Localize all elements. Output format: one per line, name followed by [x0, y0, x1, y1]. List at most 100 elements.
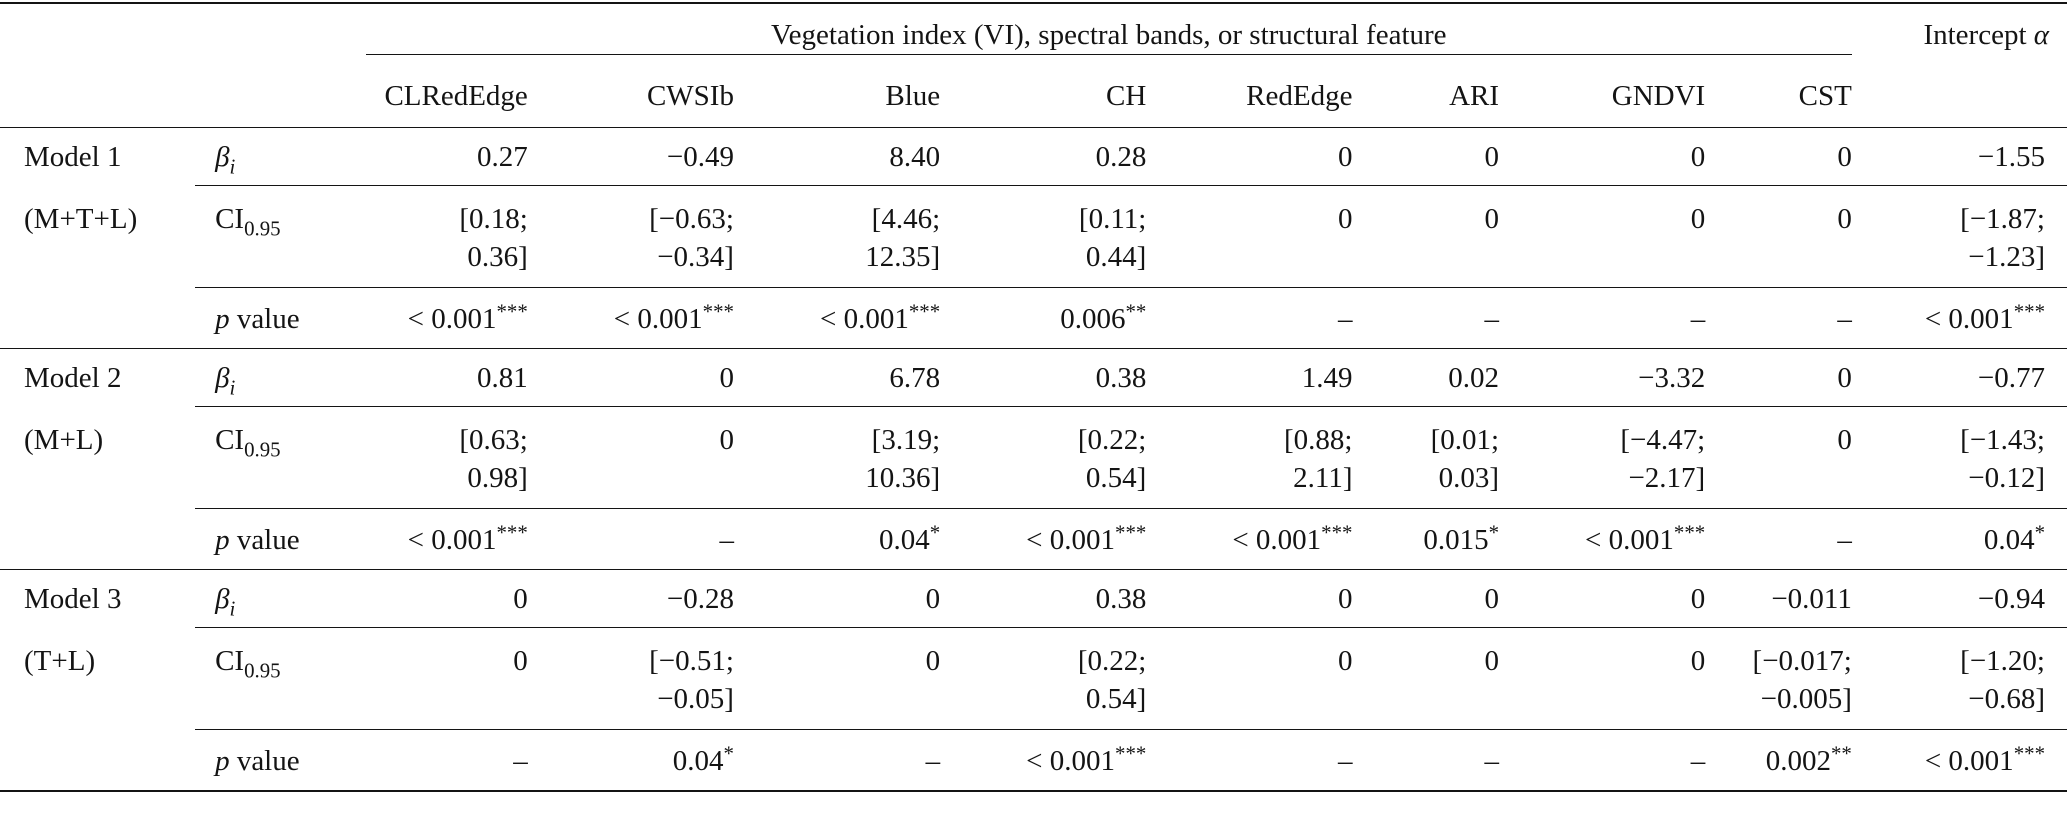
beta-value: 0 [1521, 569, 1728, 628]
beta-value: 0 [1374, 569, 1522, 628]
column-header-cwsib: CWSIb [646, 80, 734, 112]
significance-stars: ** [1830, 741, 1852, 766]
ci-line: [−4.47; [1620, 424, 1706, 456]
p-value: – [1521, 729, 1728, 792]
column-header-gndvi: GNDVI [1611, 80, 1706, 112]
p-value-row: p value < 0.001*** –0.04* < 0.001*** < 0.001… [0, 508, 2067, 570]
significance-stars: *** [2013, 299, 2045, 324]
beta-value: 0 [1727, 127, 1874, 186]
p-value-number: – [925, 745, 941, 777]
beta-value: 6.78 [755, 348, 963, 407]
beta-value: 8.40 [755, 127, 963, 186]
ci-value: 0 [549, 406, 756, 509]
beta-value: 0.02 [1374, 348, 1522, 407]
model-combination: (M+L) [24, 423, 104, 456]
beta-value: 1.49 [1168, 348, 1375, 407]
beta-value: 0 [549, 348, 756, 407]
beta-value: −0.94 [1873, 569, 2067, 628]
ci-value: 0 [1374, 185, 1522, 288]
significance-stars: *** [496, 520, 528, 545]
ci-line: [3.19; [871, 424, 941, 456]
beta-value: 0 [1168, 569, 1375, 628]
p-value: < 0.001*** [1873, 729, 2067, 792]
p-value-number: < 0.001 [1924, 745, 2014, 777]
ci-label: CI0.95 [195, 627, 344, 730]
ci-value: [−1.87; −1.23] [1873, 185, 2067, 288]
beta-row: Model 1 βi 0.27 −0.49 8.40 0.28 0 0 0 0 −1.55 [0, 127, 2067, 186]
model-name: Model 3 [0, 569, 196, 628]
ci-line: 0.44] [1085, 241, 1147, 273]
ci-line: [−1.87; [1960, 203, 2045, 235]
p-value-number: < 0.001 [1026, 524, 1115, 556]
ci-line: [−0.51; [649, 645, 734, 677]
ci-value: 0 [1727, 185, 1874, 288]
beta-value: −0.49 [549, 127, 756, 186]
ci-line: −0.68] [1968, 683, 2045, 715]
beta-value: 0.81 [343, 348, 550, 407]
significance-stars: *** [908, 299, 941, 324]
ci-line: 0.98] [467, 462, 528, 494]
significance-stars: *** [1673, 520, 1706, 545]
beta-value: −1.55 [1873, 127, 2067, 186]
table-body: Model 1 βi 0.27 −0.49 8.40 0.28 0 0 0 0 −1.55 (M+T+… [0, 127, 2067, 792]
column-header-blue: Blue [885, 80, 941, 112]
p-value: 0.002** [1727, 729, 1874, 792]
p-value-number: – [1837, 524, 1852, 556]
beta-value: 0 [1727, 348, 1874, 407]
significance-stars: *** [1321, 520, 1353, 545]
ci-label: CI0.95 [195, 406, 344, 509]
model-name: Model 2 [0, 348, 196, 407]
column-header-rededge: RedEdge [1246, 80, 1353, 112]
ci-value: [3.19; 10.36] [755, 406, 963, 509]
ci-line: [−0.017; [1752, 645, 1852, 677]
p-value: – [755, 729, 963, 792]
p-value: < 0.001*** [962, 729, 1169, 792]
p-value: < 0.001*** [962, 508, 1169, 570]
ci-line: 0 [1484, 203, 1500, 235]
ci-value: 0 [343, 627, 550, 730]
ci-line: [0.22; [1077, 424, 1147, 456]
p-value: – [1727, 508, 1874, 570]
p-value-number: 0.015 [1423, 524, 1489, 556]
p-value: – [1374, 287, 1522, 349]
ci-value: 0 [1727, 406, 1874, 509]
p-value-number: 0.04 [1983, 524, 2035, 556]
ci-line: 0 [1337, 645, 1353, 677]
significance-stars: ** [1125, 299, 1147, 324]
p-value-number: 0.04 [672, 745, 724, 777]
ci-line: [0.18; [459, 203, 528, 235]
ci-value: 0 [1168, 185, 1375, 288]
significance-stars: *** [1115, 741, 1147, 766]
p-value-number: 0.002 [1765, 745, 1831, 777]
ci-value: [0.01; 0.03] [1374, 406, 1522, 509]
ci-line: 0 [1690, 645, 1706, 677]
ci-value: [−4.47; −2.17] [1521, 406, 1728, 509]
ci-value: [0.22; 0.54] [962, 406, 1169, 509]
p-value: – [1521, 287, 1728, 349]
ci-line: −1.23] [1968, 241, 2045, 273]
ci-line: [−1.20; [1960, 645, 2045, 677]
p-value-label: p value [195, 287, 344, 349]
ci-line: 0 [719, 424, 734, 456]
header-row-columns: CLRedEdge CWSIb Blue CH RedEdge ARI GNDVI CST [0, 61, 2067, 128]
ci-row: (M+T+L) CI0.95 [0.18; 0.36] [−0.63; −0.34] [4.… [0, 185, 2067, 288]
ci-value: [0.11; 0.44] [962, 185, 1169, 288]
p-value: 0.04* [755, 508, 963, 570]
column-header-clrededge: CLRedEdge [384, 80, 528, 112]
ci-value: [0.63; 0.98] [343, 406, 550, 509]
ci-line: [−1.43; [1960, 424, 2045, 456]
p-value: < 0.001*** [1521, 508, 1728, 570]
ci-value: [−1.43; −0.12] [1873, 406, 2067, 509]
significance-stars: *** [2013, 741, 2045, 766]
p-value: < 0.001*** [343, 508, 550, 570]
ci-line: 0 [925, 645, 941, 677]
p-value: 0.015* [1374, 508, 1522, 570]
significance-stars: *** [702, 299, 734, 324]
ci-line: −0.12] [1968, 462, 2045, 494]
ci-value: 0 [755, 627, 963, 730]
model-combination: (M+T+L) [24, 202, 138, 235]
beta-value: 0 [1168, 127, 1375, 186]
p-value-number: < 0.001 [1585, 524, 1674, 556]
p-value-number: – [1690, 303, 1706, 335]
